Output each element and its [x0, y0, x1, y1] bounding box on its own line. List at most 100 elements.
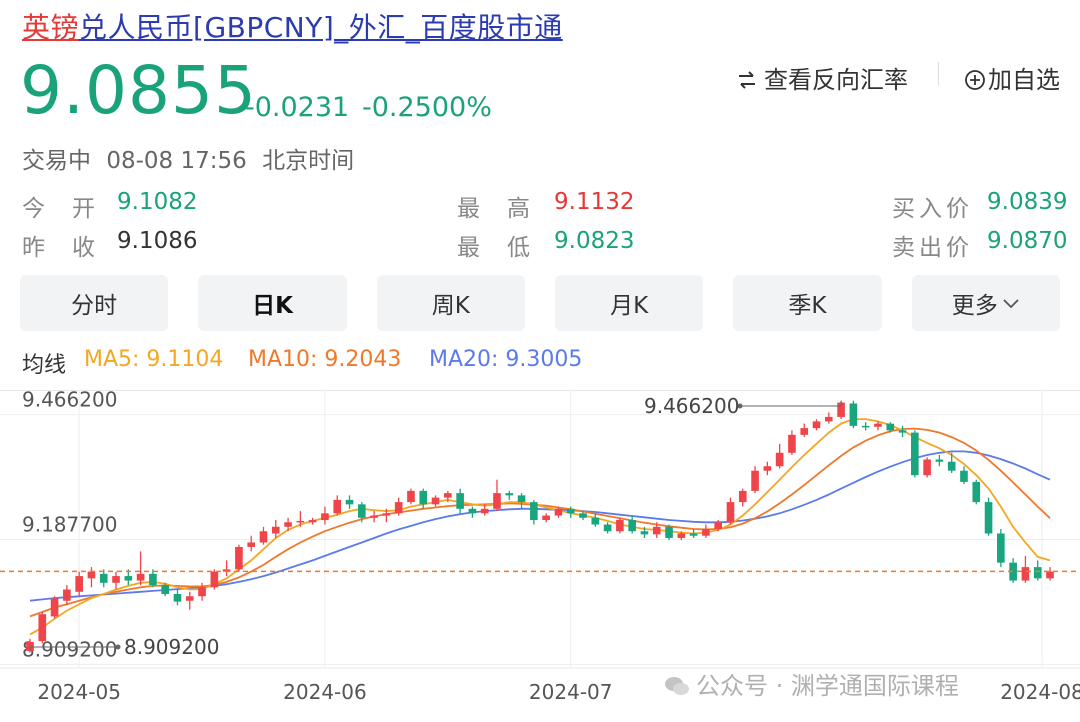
candle-body	[775, 452, 784, 467]
candle-body	[431, 497, 440, 505]
candle-body	[173, 594, 182, 602]
tab-monthly-k[interactable]: 月K	[554, 275, 704, 331]
candle-body	[517, 495, 526, 503]
tab-daily-k[interactable]: 日K	[198, 275, 347, 331]
candle-body	[210, 571, 219, 588]
candle-body	[886, 423, 895, 431]
candle-body	[75, 576, 83, 592]
add-watch-button[interactable]: 加自选	[964, 60, 1060, 95]
candle-body	[824, 416, 833, 422]
candle-body	[751, 470, 759, 491]
title-rest[interactable]: 兑人民币[GBPCNY]_外汇_百度股市通	[79, 11, 563, 44]
candle-body	[50, 598, 59, 617]
candle-body	[444, 493, 452, 498]
candle-body	[370, 515, 378, 518]
candle-body	[247, 542, 256, 547]
max-annotation: 9.466200	[644, 394, 739, 418]
candle-body	[984, 502, 993, 534]
reverse-rate-button[interactable]: 查看反向汇率	[736, 60, 908, 95]
candle-body	[1046, 571, 1054, 579]
candle-body	[689, 533, 698, 536]
candle-body	[591, 517, 600, 525]
open-value: 9.1082	[117, 189, 198, 215]
candles	[26, 400, 1054, 653]
prev-close-label: 昨 收	[22, 235, 97, 261]
swap-arrows-icon	[739, 71, 755, 89]
candle-body	[38, 614, 47, 642]
ma-legend-title: 均线	[22, 353, 67, 378]
candle-body	[87, 571, 96, 579]
candle-body	[972, 481, 981, 503]
candle-body	[616, 520, 624, 532]
ask-label: 卖出价	[892, 235, 973, 261]
high-value: 9.1132	[554, 189, 635, 215]
tab-monthly-k-label: 月K	[610, 293, 649, 319]
tab-weekly-k[interactable]: 周K	[376, 275, 525, 331]
candle-body	[456, 493, 464, 509]
trade-status: 交易中 08-08 17:56 北京时间	[22, 141, 354, 175]
candle-body	[566, 508, 575, 514]
watermark-text: 公众号 · 渊学通国际课程	[696, 672, 959, 700]
candle-body	[480, 508, 489, 514]
status-datetime: 08-08 17:56	[106, 148, 247, 174]
candle-body	[308, 520, 317, 523]
ma5-line	[29, 418, 1051, 636]
candle-body	[198, 587, 206, 597]
tab-more-label: 更多	[951, 293, 998, 319]
candle-body	[837, 402, 845, 417]
price-change-pct: -0.2500%	[362, 92, 492, 123]
candle-body	[296, 520, 305, 523]
candle-body	[493, 493, 501, 509]
min-dot	[115, 644, 121, 650]
candle-body	[726, 502, 735, 523]
candle-body	[124, 576, 133, 581]
candle-body	[738, 490, 747, 503]
candle-body	[419, 490, 428, 505]
price-change: -0.0231	[245, 92, 350, 123]
title-currency[interactable]: 英镑	[22, 11, 80, 44]
candle-body	[99, 573, 108, 583]
candle-body	[1009, 562, 1017, 581]
ma5-legend: MA5: 9.1104	[84, 347, 224, 372]
candle-body	[259, 531, 268, 543]
candle-body	[345, 499, 354, 505]
tab-more[interactable]: 更多	[911, 275, 1060, 331]
candle-body	[185, 596, 194, 601]
candle-body	[861, 425, 870, 428]
min-annotation: 8.909200	[124, 635, 219, 659]
candle-body	[812, 421, 821, 429]
tab-intraday[interactable]: 分时	[20, 275, 169, 331]
watermark: 公众号 · 渊学通国际课程	[664, 666, 959, 701]
candle-body	[702, 529, 710, 536]
action-divider	[938, 62, 939, 86]
candle-body	[1021, 567, 1030, 581]
candle-body	[640, 531, 649, 535]
candle-body	[628, 520, 636, 532]
candle-body	[394, 502, 403, 514]
candle-body	[284, 522, 292, 527]
candle-body	[788, 434, 796, 453]
candle-body	[542, 515, 550, 521]
candle-body	[874, 423, 882, 427]
max-dot	[737, 403, 743, 409]
plus-circle-icon	[965, 70, 985, 90]
bid-value: 9.0839	[987, 189, 1068, 215]
candle-body	[1033, 567, 1042, 579]
candle-body	[800, 428, 809, 435]
bid-label: 买入价	[892, 196, 973, 222]
status-text: 交易中	[22, 148, 91, 174]
tab-intraday-label: 分时	[71, 293, 118, 319]
page-title[interactable]: 英镑兑人民币[GBPCNY]_外汇_百度股市通	[22, 6, 563, 46]
candle-body	[149, 573, 157, 586]
tab-quarterly-k[interactable]: 季K	[733, 275, 882, 331]
prev-close-value: 9.1086	[117, 228, 198, 254]
candle-body	[271, 526, 280, 534]
x-tick-label: 2024-07	[529, 680, 613, 704]
tab-quarterly-k-label: 季K	[788, 293, 827, 319]
tab-daily-k-label: 日K	[252, 293, 293, 319]
candle-body	[898, 430, 907, 433]
x-tick-label: 2024-05	[37, 680, 121, 704]
candle-body	[112, 576, 120, 583]
